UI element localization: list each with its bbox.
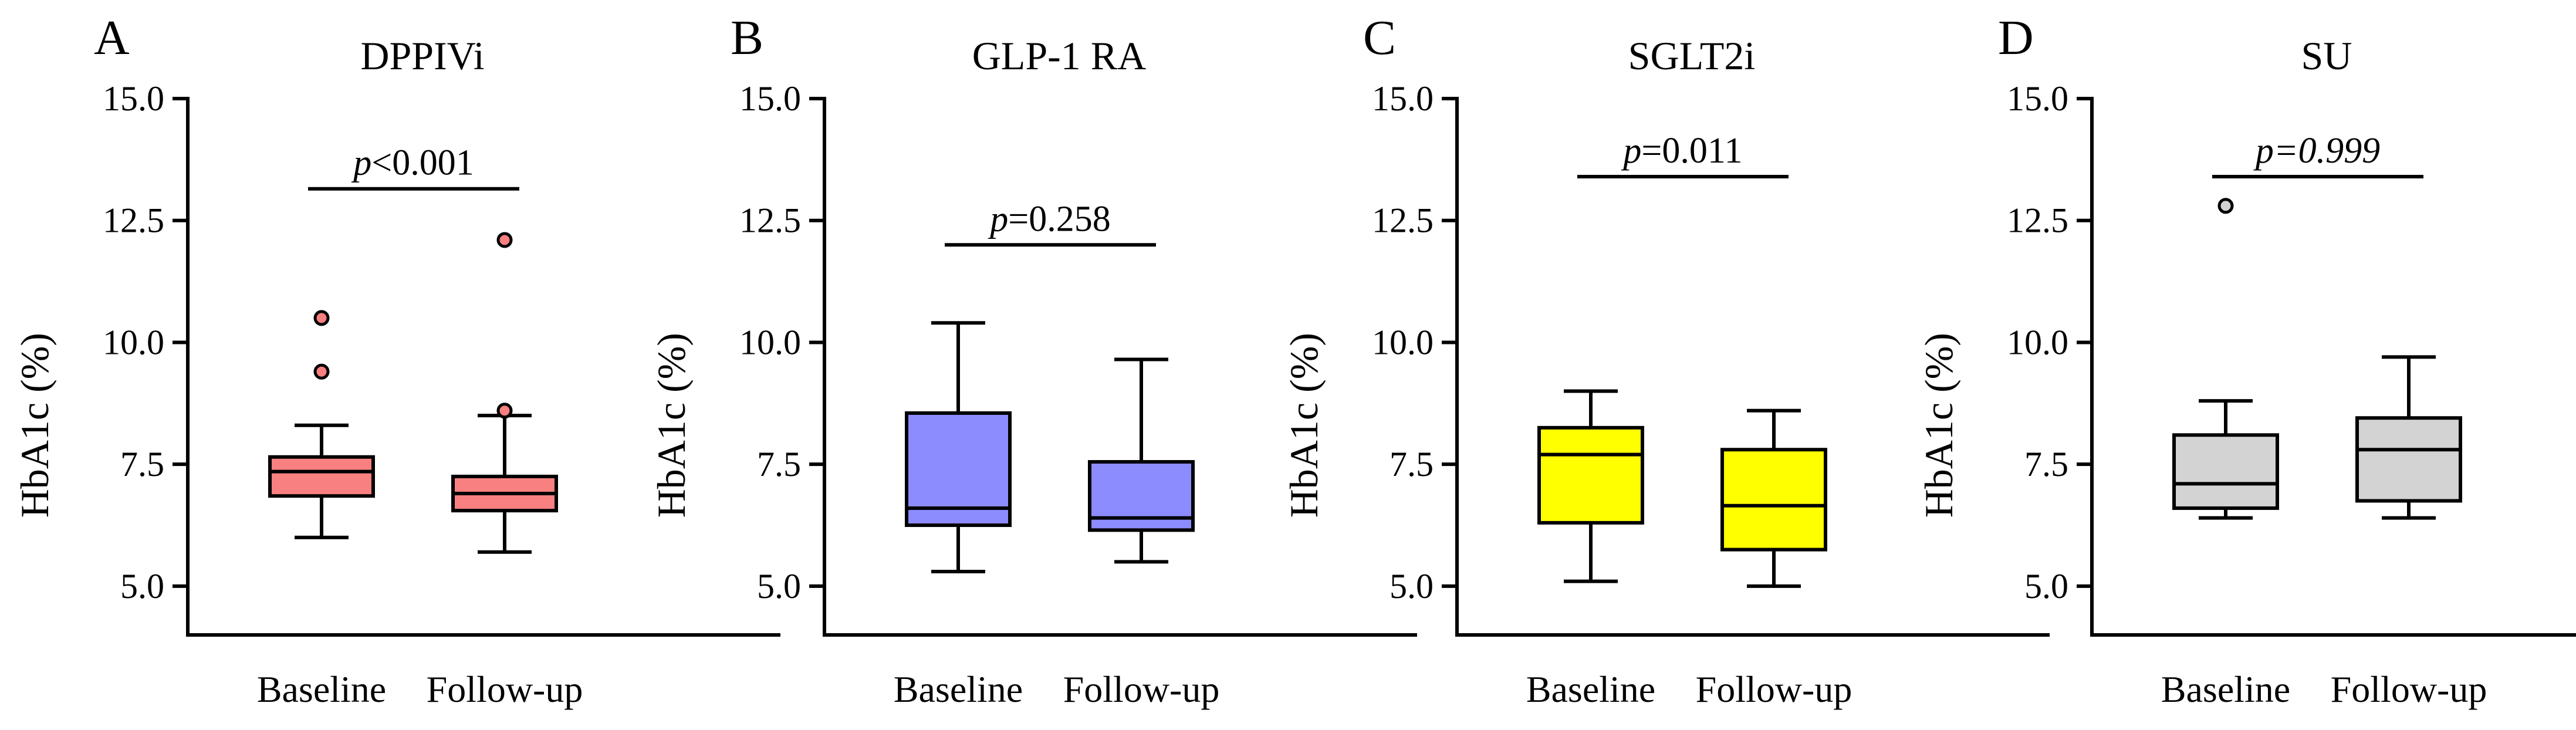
p-value-number: =0.999	[2274, 131, 2380, 171]
y-tick-label: 5.0	[1390, 567, 1434, 606]
box-plot-baseline	[2172, 198, 2279, 520]
box-iqr	[2355, 416, 2462, 503]
p-value-label: p<0.001	[351, 143, 474, 183]
y-axis-title: HbA1c (%)	[12, 333, 57, 518]
panel-letter: A	[94, 11, 130, 65]
y-tick-label: 7.5	[757, 445, 801, 484]
panel-c: C SGLT2i 5.0 7.5 10.0 12.5 15.0 HbA1c (%) Baseli…	[1282, 11, 2050, 710]
y-tick-label: 7.5	[2024, 445, 2068, 484]
p-value-prefix: p	[2253, 131, 2274, 171]
y-tick-label: 12.5	[103, 201, 164, 240]
p-value-prefix: p	[1621, 131, 1641, 171]
box-plot-follow-up	[1720, 408, 1827, 588]
panel-letter: C	[1363, 11, 1396, 65]
p-value-label: p=0.258	[988, 199, 1110, 239]
y-tick-label: 5.0	[2024, 567, 2068, 606]
p-value-number: =0.258	[1008, 199, 1110, 239]
y-tick-label: 15.0	[739, 79, 801, 118]
panel-d: D SU 5.0 7.5 10.0 12.5 15.0 HbA1c (%) Baseline Fo…	[1916, 11, 2576, 710]
box-iqr	[1088, 460, 1195, 532]
p-value-label: p=0.999	[2253, 131, 2380, 171]
outlier-point	[496, 403, 513, 419]
p-value-prefix: p	[351, 143, 371, 183]
outlier-point	[496, 232, 513, 248]
y-tick-label: 15.0	[103, 79, 164, 118]
outlier-point	[313, 363, 330, 380]
p-value-number: <0.001	[371, 143, 474, 183]
y-axis-title: HbA1c (%)	[1282, 333, 1326, 518]
y-tick-label: 10.0	[739, 323, 801, 361]
y-tick-label: 15.0	[1372, 79, 1434, 118]
box-iqr	[268, 455, 375, 498]
outlier-point	[2217, 198, 2234, 214]
panel-a: A DPPIVi 5.0 7.5 10.0 12.5 15.0 HbA1c (%) Baseli…	[12, 11, 780, 710]
y-tick-label: 12.5	[1372, 201, 1434, 240]
category-label: Baseline	[894, 668, 1023, 710]
panel-letter: D	[1998, 11, 2034, 65]
panel-letter: B	[731, 11, 763, 65]
y-axis-title: HbA1c (%)	[1916, 333, 1961, 518]
box-plot-follow-up	[1088, 357, 1195, 564]
y-tick-label: 5.0	[757, 567, 801, 606]
category-label: Baseline	[1526, 668, 1655, 710]
y-tick-label: 10.0	[103, 323, 164, 361]
y-tick-label: 5.0	[120, 567, 164, 606]
y-tick-label: 12.5	[739, 201, 801, 240]
category-label: Follow-up	[1696, 668, 1852, 710]
box-plot-baseline	[268, 310, 375, 539]
category-label: Follow-up	[427, 668, 583, 710]
box-plot-baseline	[905, 321, 1012, 573]
y-tick-label: 7.5	[1390, 445, 1434, 484]
box-iqr	[1537, 425, 1644, 525]
box-plot-baseline	[1537, 389, 1644, 583]
panel-title: DPPIVi	[360, 33, 484, 78]
panel-title: SU	[2301, 33, 2352, 78]
y-tick-label: 15.0	[2007, 79, 2068, 118]
box-iqr	[1720, 448, 1827, 552]
category-label: Baseline	[257, 668, 386, 710]
p-value-label: p=0.011	[1621, 131, 1742, 171]
category-label: Follow-up	[1063, 668, 1220, 710]
y-tick-label: 12.5	[2007, 201, 2068, 240]
category-label: Follow-up	[2331, 668, 2487, 710]
box-iqr	[2172, 433, 2279, 510]
y-tick-label: 10.0	[2007, 323, 2068, 361]
p-value-prefix: p	[988, 199, 1008, 239]
y-tick-label: 7.5	[120, 445, 164, 484]
y-axis-title: HbA1c (%)	[649, 333, 694, 518]
box-plot-follow-up	[2355, 355, 2462, 520]
box-plot-follow-up	[451, 232, 558, 554]
panel-title: GLP-1 RA	[972, 33, 1147, 78]
outlier-point	[313, 310, 330, 326]
panel-title: SGLT2i	[1628, 33, 1756, 78]
category-label: Baseline	[2161, 668, 2290, 710]
p-value-number: =0.011	[1641, 131, 1742, 171]
y-tick-label: 10.0	[1372, 323, 1434, 361]
panel-b: B GLP-1 RA 5.0 7.5 10.0 12.5 15.0 HbA1c (%) Base…	[649, 11, 1417, 710]
